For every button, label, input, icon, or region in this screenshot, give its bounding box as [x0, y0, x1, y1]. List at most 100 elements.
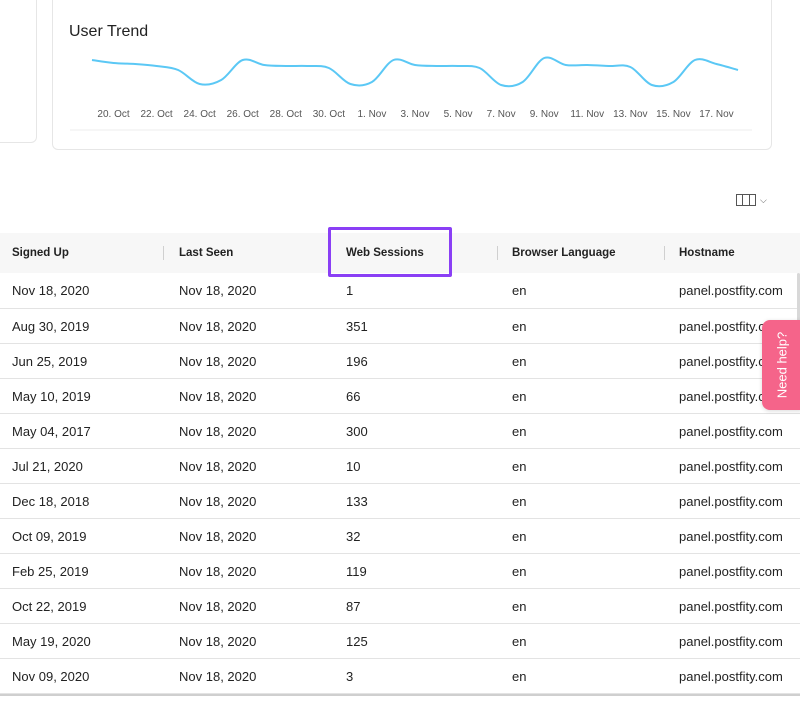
table-row[interactable]: May 10, 2019 Nov 18, 2020 66 en panel.postfi… — [0, 379, 800, 414]
header-web-sessions[interactable]: Web Sessions — [346, 247, 424, 259]
x-tick-label: 11. Nov — [570, 109, 604, 120]
cell-last-seen: Nov 18, 2020 — [179, 564, 257, 579]
table-row[interactable]: Dec 18, 2018 Nov 18, 2020 133 en panel.postf… — [0, 484, 800, 519]
cell-signed-up: Feb 25, 2019 — [12, 564, 89, 579]
users-table: Signed Up Last Seen Web Sessions Browser… — [0, 227, 800, 696]
need-help-button[interactable]: Need help? — [762, 320, 800, 410]
column-resize-handle[interactable] — [497, 246, 498, 260]
cell-last-seen: Nov 18, 2020 — [179, 669, 257, 684]
cell-last-seen: Nov 18, 2020 — [179, 634, 257, 649]
x-tick-label: 30. Oct — [313, 109, 345, 120]
cell-browser-language: en — [512, 599, 527, 614]
cell-signed-up: Aug 30, 2019 — [12, 319, 90, 334]
cell-hostname: panel.postfity.com — [679, 494, 783, 509]
cell-hostname: panel.postfity.com — [679, 354, 783, 369]
cell-hostname: panel.postfity.com — [679, 459, 783, 474]
cell-hostname: panel.postfity.com — [679, 669, 783, 684]
columns-icon — [736, 194, 756, 206]
cell-last-seen: Nov 18, 2020 — [179, 529, 257, 544]
x-tick-label: 13. Nov — [613, 109, 647, 120]
user-trend-chart: 20. Oct 22. Oct 24. Oct 26. Oct 28. Oct 30. O… — [70, 56, 752, 131]
x-tick-label: 26. Oct — [227, 109, 259, 120]
cell-last-seen: Nov 18, 2020 — [179, 459, 257, 474]
x-tick-label: 28. Oct — [270, 109, 302, 120]
cell-web-sessions: 3 — [346, 669, 354, 684]
x-tick-label: 5. Nov — [444, 109, 473, 120]
cell-hostname: panel.postfity.com — [679, 319, 783, 334]
cell-signed-up: Nov 18, 2020 — [12, 283, 90, 298]
x-tick-label: 24. Oct — [184, 109, 216, 120]
cell-hostname: panel.postfity.com — [679, 283, 783, 298]
chevron-down-icon: ⌵ — [760, 194, 767, 205]
x-tick-label: 17. Nov — [699, 109, 733, 120]
cell-hostname: panel.postfity.com — [679, 529, 783, 544]
x-tick-label: 7. Nov — [487, 109, 516, 120]
header-hostname[interactable]: Hostname — [679, 247, 735, 259]
cell-web-sessions: 10 — [346, 459, 361, 474]
cell-signed-up: Jun 25, 2019 — [12, 354, 88, 369]
table-body: Nov 18, 2020 Nov 18, 2020 1 en panel.postfit… — [0, 273, 800, 696]
table-row[interactable]: May 19, 2020 Nov 18, 2020 125 en panel.postf… — [0, 624, 800, 659]
table-row[interactable]: Oct 22, 2019 Nov 18, 2020 87 en panel.postfi… — [0, 589, 800, 624]
header-browser-language[interactable]: Browser Language — [512, 247, 616, 259]
cell-web-sessions: 125 — [346, 634, 368, 649]
cell-browser-language: en — [512, 424, 527, 439]
table-row[interactable]: Jun 25, 2019 Nov 18, 2020 196 en panel.postf… — [0, 344, 800, 379]
cell-signed-up: Oct 22, 2019 — [12, 599, 87, 614]
table-row[interactable]: Feb 25, 2019 Nov 18, 2020 119 en panel.postf… — [0, 554, 800, 589]
header-last-seen[interactable]: Last Seen — [179, 247, 234, 259]
chart-title: User Trend — [69, 23, 149, 40]
column-resize-handle[interactable] — [664, 246, 665, 260]
cell-browser-language: en — [512, 459, 527, 474]
cell-signed-up: Jul 21, 2020 — [12, 459, 83, 474]
cell-signed-up: Dec 18, 2018 — [12, 494, 90, 509]
user-trend-card — [52, 0, 772, 150]
table-row[interactable]: Nov 18, 2020 Nov 18, 2020 1 en panel.postfit… — [0, 273, 800, 309]
cell-last-seen: Nov 18, 2020 — [179, 599, 257, 614]
cell-web-sessions: 133 — [346, 494, 368, 509]
column-chooser-button[interactable]: ⌵ — [736, 191, 772, 209]
left-panel-card — [0, 0, 37, 143]
cell-browser-language: en — [512, 634, 527, 649]
cell-web-sessions: 300 — [346, 424, 368, 439]
table-header: Signed Up Last Seen Web Sessions Browser… — [0, 227, 800, 277]
cell-web-sessions: 196 — [346, 354, 368, 369]
cell-last-seen: Nov 18, 2020 — [179, 494, 257, 509]
table-row[interactable]: Oct 09, 2019 Nov 18, 2020 32 en panel.postfi… — [0, 519, 800, 554]
x-tick-label: 15. Nov — [656, 109, 690, 120]
table-row[interactable]: Nov 09, 2020 Nov 18, 2020 3 en panel.postfit… — [0, 659, 800, 694]
x-tick-label: 3. Nov — [401, 109, 430, 120]
web-sessions-highlight — [328, 227, 452, 277]
x-tick-label: 22. Oct — [140, 109, 172, 120]
cell-signed-up: Nov 09, 2020 — [12, 669, 90, 684]
cell-browser-language: en — [512, 319, 527, 334]
x-tick-label: 9. Nov — [530, 109, 559, 120]
column-resize-handle[interactable] — [163, 246, 164, 260]
cell-hostname: panel.postfity.com — [679, 424, 783, 439]
x-tick-label: 1. Nov — [357, 109, 386, 120]
cell-signed-up: Oct 09, 2019 — [12, 529, 87, 544]
cell-signed-up: May 04, 2017 — [12, 424, 91, 439]
cell-web-sessions: 66 — [346, 389, 361, 404]
cell-hostname: panel.postfity.com — [679, 634, 783, 649]
cell-last-seen: Nov 18, 2020 — [179, 319, 257, 334]
cell-last-seen: Nov 18, 2020 — [179, 389, 257, 404]
cell-last-seen: Nov 18, 2020 — [179, 283, 257, 298]
cell-signed-up: May 19, 2020 — [12, 634, 91, 649]
cell-browser-language: en — [512, 529, 527, 544]
cell-hostname: panel.postfity.com — [679, 389, 783, 404]
cell-browser-language: en — [512, 354, 527, 369]
cell-browser-language: en — [512, 283, 527, 298]
header-signed-up[interactable]: Signed Up — [12, 247, 69, 259]
series-line-users — [91, 56, 739, 88]
cell-last-seen: Nov 18, 2020 — [179, 424, 257, 439]
table-row[interactable]: May 04, 2017 Nov 18, 2020 300 en panel.postf… — [0, 414, 800, 449]
cell-browser-language: en — [512, 494, 527, 509]
table-row[interactable]: Aug 30, 2019 Nov 18, 2020 351 en panel.postf… — [0, 309, 800, 344]
cell-hostname: panel.postfity.com — [679, 599, 783, 614]
cell-browser-language: en — [512, 669, 527, 684]
cell-web-sessions: 32 — [346, 529, 361, 544]
cell-last-seen: Nov 18, 2020 — [179, 354, 257, 369]
cell-hostname: panel.postfity.com — [679, 564, 783, 579]
table-row[interactable]: Jul 21, 2020 Nov 18, 2020 10 en panel.postfi… — [0, 449, 800, 484]
